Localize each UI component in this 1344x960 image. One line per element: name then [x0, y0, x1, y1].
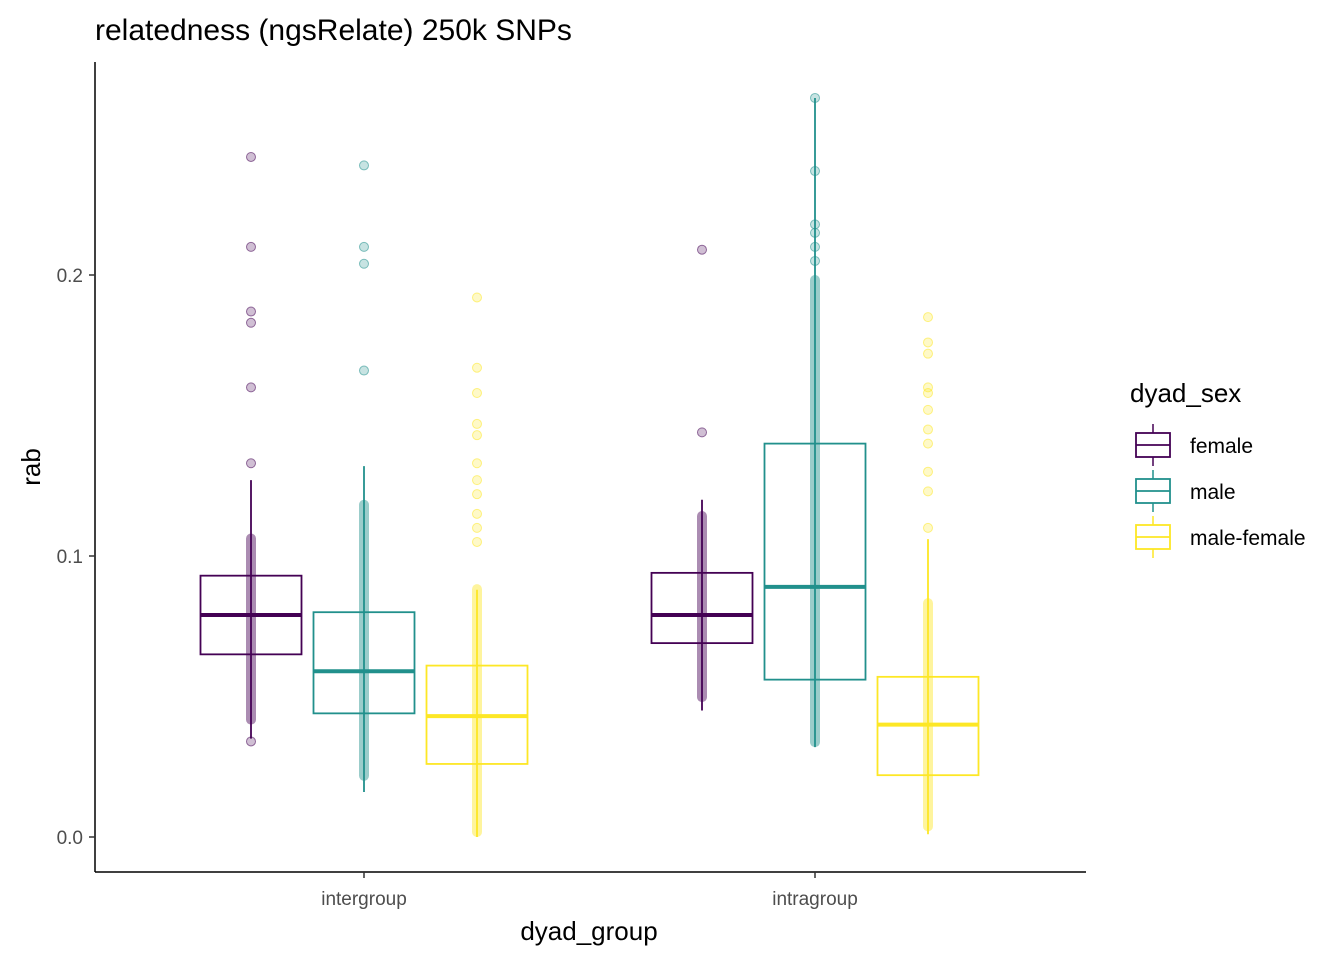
outlier-point — [472, 388, 482, 399]
outlier-point — [810, 241, 820, 252]
outlier-point — [472, 489, 482, 500]
outlier-point — [810, 219, 820, 230]
box — [650, 571, 754, 645]
outlier-point — [472, 458, 482, 469]
outlier-point — [472, 475, 482, 486]
outlier-point — [923, 424, 933, 435]
box-group — [199, 151, 303, 747]
legend-label: female — [1190, 435, 1253, 458]
x-tick-label: intragroup — [772, 889, 858, 910]
y-axis-title: rab — [16, 448, 46, 486]
outlier-point — [472, 508, 482, 519]
outlier-point — [923, 438, 933, 449]
box-group — [763, 92, 867, 748]
outlier-point — [923, 312, 933, 323]
box — [763, 442, 867, 681]
box-group — [425, 292, 529, 837]
legend-title: dyad_sex — [1130, 378, 1241, 408]
chart-title: relatedness (ngsRelate) 250k SNPs — [95, 14, 572, 47]
outlier-point — [923, 388, 933, 399]
x-tick-label: intergroup — [321, 889, 407, 910]
outlier-point — [359, 241, 369, 252]
y-axis-ticks: 0.0 0.1 0.2 — [57, 266, 95, 849]
outlier-point — [810, 166, 820, 177]
plot-area — [199, 92, 980, 837]
outlier-point — [923, 382, 933, 393]
outlier-point — [246, 382, 256, 393]
box-group — [876, 312, 980, 835]
outlier-point — [472, 418, 482, 429]
outlier-point — [246, 151, 256, 162]
outlier-point — [923, 466, 933, 477]
outlier-point — [246, 736, 256, 747]
legend-item: male-female — [1135, 516, 1306, 558]
outlier-point — [810, 255, 820, 266]
outlier-point — [923, 348, 933, 359]
outlier-point — [472, 522, 482, 533]
x-axis-title: dyad_group — [520, 916, 657, 946]
x-axis-ticks: intergroup intragroup — [321, 872, 858, 910]
y-tick-label: 0.1 — [57, 547, 83, 568]
y-tick-label: 0.0 — [57, 828, 83, 849]
outlier-point — [697, 244, 707, 255]
legend-item: male — [1135, 470, 1236, 512]
box-group — [650, 244, 754, 711]
outlier-point — [246, 306, 256, 317]
outlier-point — [246, 317, 256, 328]
outlier-point — [923, 404, 933, 415]
outlier-point — [923, 522, 933, 533]
box — [312, 611, 416, 715]
outlier-point — [923, 486, 933, 497]
outlier-point — [359, 258, 369, 269]
outlier-point — [359, 160, 369, 171]
legend-label: male — [1190, 481, 1236, 504]
legend-label: male-female — [1190, 527, 1306, 550]
outlier-point — [472, 362, 482, 373]
outlier-point — [472, 536, 482, 547]
outlier-point — [472, 292, 482, 303]
outlier-point — [246, 458, 256, 469]
outlier-point — [810, 227, 820, 238]
outlier-point — [810, 92, 820, 103]
outlier-point — [697, 427, 707, 438]
y-tick-label: 0.2 — [57, 266, 83, 287]
outlier-point — [359, 365, 369, 376]
outlier-point — [246, 241, 256, 252]
legend-item: female — [1135, 424, 1253, 466]
outlier-point — [472, 430, 482, 441]
box-group — [312, 160, 416, 793]
legend: dyad_sex female male male-female — [1130, 378, 1306, 558]
outlier-point — [923, 337, 933, 348]
